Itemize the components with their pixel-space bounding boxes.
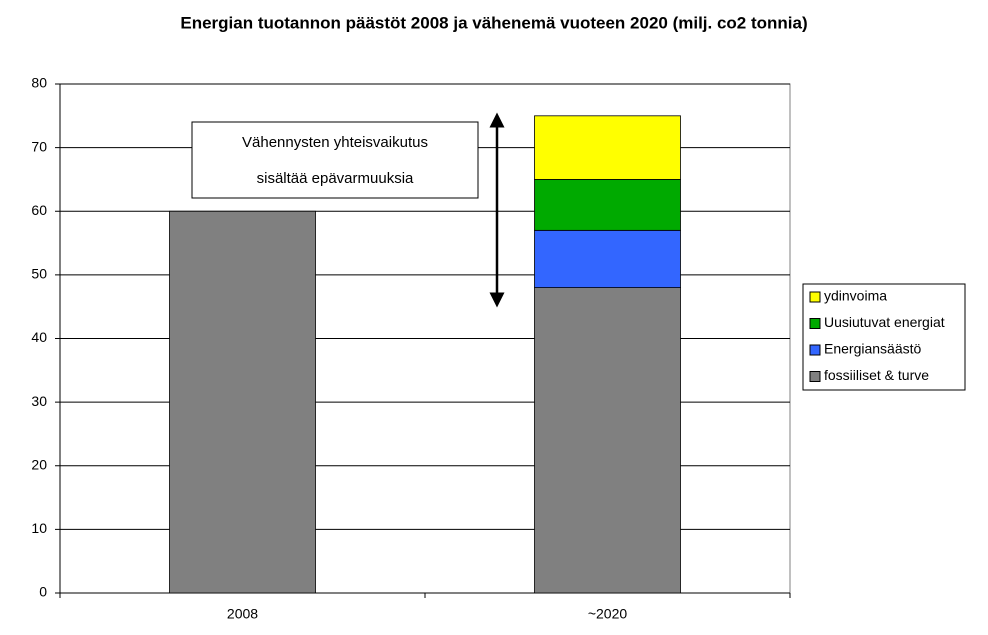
legend-swatch [809,371,821,382]
x-tick-label: 2008 [227,606,258,622]
chart-title: Energian tuotannon päästöt 2008 ja vähen… [180,13,807,32]
bar-segment [534,115,681,180]
y-tick-label: 70 [31,138,47,154]
bar-segment [534,287,681,594]
y-tick-label: 60 [31,202,47,218]
legend-label: Uusiutuvat energiat [824,314,945,330]
legend-swatch [809,291,821,303]
annotation: sisältää epävarmuuksia [257,170,414,187]
legend-label: fossiiliset & turve [824,367,929,383]
annotation-box [191,121,479,199]
legend-swatch [809,344,821,356]
bar-segment [169,210,316,594]
legend-label: Energiansäästö [824,341,922,357]
bar-segment [534,229,681,288]
y-tick-label: 10 [31,520,47,536]
y-tick-label: 50 [31,266,47,282]
legend-label: ydinvoima [824,288,887,304]
x-tick-label: ~2020 [588,606,628,622]
y-tick-label: 0 [39,584,47,600]
y-tick-label: 30 [31,393,47,409]
legend-swatch [809,318,821,329]
y-tick-label: 40 [31,329,47,345]
y-tick-label: 20 [31,456,47,472]
y-tick-label: 80 [31,75,47,91]
legend [802,283,966,391]
annotation: Vähennysten yhteisvaikutus [242,134,428,151]
bar-segment [534,179,681,231]
